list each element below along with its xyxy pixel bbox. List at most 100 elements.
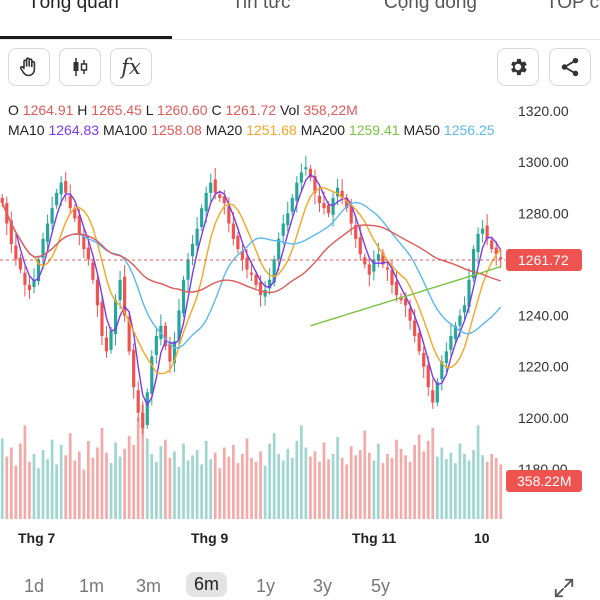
volume-bar <box>236 463 240 519</box>
candle-body <box>336 187 340 197</box>
settings-button[interactable] <box>497 48 539 86</box>
volume-bar <box>32 454 36 519</box>
volume-bar <box>19 443 22 519</box>
candle-body <box>86 247 90 260</box>
candle-body <box>449 336 453 350</box>
candle-body <box>381 252 385 265</box>
volume-bar <box>354 455 358 519</box>
candle-body <box>272 259 276 283</box>
volume-bar <box>127 435 131 519</box>
candle-body <box>36 259 41 282</box>
volume-bar <box>263 465 267 519</box>
volume-bar <box>14 465 18 519</box>
candle-body <box>331 197 335 215</box>
ma10-value: 1264.83 <box>48 122 100 138</box>
candle-body <box>14 245 18 260</box>
candle-body <box>499 257 503 260</box>
tab-community[interactable]: Cộng đồng <box>384 0 477 13</box>
volume-bar <box>100 428 104 519</box>
candle-body <box>227 206 231 224</box>
period-3m[interactable]: 3m <box>136 576 162 596</box>
candle-body <box>0 197 4 204</box>
tabs-divider <box>0 39 600 40</box>
volume-bar <box>200 464 204 519</box>
candle-body <box>136 390 140 413</box>
candle-body <box>376 254 380 261</box>
volume-bar <box>132 444 136 519</box>
candle-body <box>286 213 290 226</box>
volume-bar <box>472 450 475 519</box>
ma50-value: 1256.25 <box>443 122 495 138</box>
open-label: O <box>8 102 19 118</box>
candle-body <box>127 317 131 352</box>
candle-body <box>195 228 199 246</box>
period-1m[interactable]: 1m <box>79 576 105 596</box>
candle-body <box>258 281 263 296</box>
volume-bar <box>173 451 176 519</box>
hand-tool-button[interactable] <box>8 48 50 86</box>
volume-bar <box>417 434 421 519</box>
candle-body <box>141 412 145 429</box>
volume-bar <box>232 444 235 519</box>
candle-body <box>204 192 208 212</box>
volume-bar <box>358 450 362 519</box>
candle-body <box>50 208 54 224</box>
candle-body <box>249 272 254 275</box>
volume-bar <box>467 460 471 519</box>
volume-bar <box>64 455 68 519</box>
candle-body <box>9 220 13 244</box>
ma200-value: 1259.41 <box>348 122 400 138</box>
candle-body <box>172 341 177 364</box>
x-tick-label: Thg 9 <box>191 530 229 546</box>
volume-bar <box>41 450 45 519</box>
indicators-button[interactable]: fx <box>110 48 152 86</box>
share-button[interactable] <box>549 48 591 86</box>
candle-body <box>236 235 240 250</box>
volume-bar <box>59 444 63 519</box>
chart-type-button[interactable] <box>59 48 101 86</box>
tab-news[interactable]: Tin tức <box>232 0 291 13</box>
period-5y[interactable]: 5y <box>371 576 391 596</box>
volume-bar <box>68 433 72 519</box>
ma20-value: 1251.68 <box>246 122 297 138</box>
period-1d[interactable]: 1d <box>24 576 45 596</box>
candle-body <box>163 325 167 347</box>
candle-body <box>68 195 72 209</box>
volume-bar <box>386 454 389 519</box>
volume-bar <box>345 464 349 519</box>
volume-bar <box>50 439 54 519</box>
price-chart[interactable]: 1320.001300.001280.001260.001240.001220.… <box>0 95 600 555</box>
period-3y[interactable]: 3y <box>313 576 333 596</box>
top-tabs: Tổng quan Tin tức Cộng đồng TOP c <box>0 0 600 40</box>
period-1y[interactable]: 1y <box>256 576 276 596</box>
share-icon <box>561 57 579 77</box>
tab-top[interactable]: TOP c <box>546 0 600 13</box>
volume-bar <box>204 441 208 519</box>
volume-bar <box>150 454 154 519</box>
candle-body <box>73 208 77 219</box>
volume-bar <box>82 469 86 519</box>
volume-bar <box>73 460 77 519</box>
candle-body <box>123 276 127 316</box>
candle-body <box>349 205 353 224</box>
ma200-label: MA200 <box>300 122 346 138</box>
volume-bar <box>304 447 308 519</box>
volume-bar <box>377 443 380 519</box>
expand-icon[interactable] <box>553 577 575 599</box>
close-value: 1261.72 <box>225 102 277 118</box>
volume-bar <box>449 452 453 519</box>
tab-overview[interactable]: Tổng quan <box>28 0 119 13</box>
volume-bar <box>422 451 426 519</box>
candle-body <box>322 203 326 209</box>
volume-bar <box>336 437 339 519</box>
candle-body <box>245 257 249 270</box>
candle-body <box>263 290 267 297</box>
y-tick-label: 1220.00 <box>518 359 569 375</box>
period-6m[interactable]: 6m <box>186 572 228 597</box>
volume-bar <box>168 457 172 519</box>
candle-body <box>431 390 435 403</box>
volume-bar <box>349 446 353 519</box>
candle-body <box>467 279 471 307</box>
volume-bar <box>259 451 262 519</box>
active-tab-indicator <box>0 36 172 39</box>
